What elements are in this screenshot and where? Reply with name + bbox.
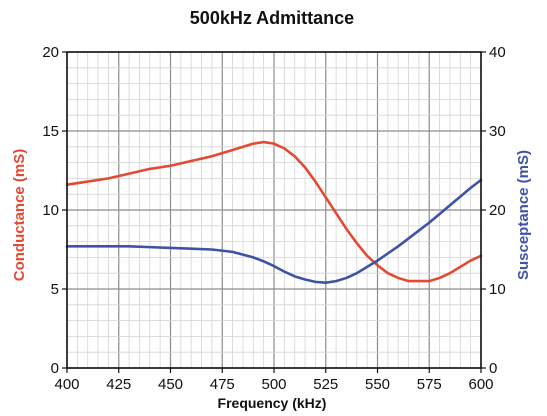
conductance-series-line [65, 140, 483, 283]
left-y-tick-label: 20 [42, 44, 59, 61]
susceptance-series-line [65, 178, 483, 284]
right-y-tick-label: 0 [489, 360, 497, 377]
x-tick-label: 600 [468, 376, 493, 393]
series-layer [65, 140, 483, 284]
x-tick-label: 475 [210, 376, 235, 393]
chart-title: 500kHz Admittance [190, 8, 354, 28]
left-y-tick-label: 5 [51, 281, 59, 298]
right-y-tick-label: 40 [489, 44, 506, 61]
left-y-axis-label: Conductance (mS) [11, 149, 28, 282]
grid [66, 51, 482, 369]
x-tick-label: 500 [261, 376, 286, 393]
x-tick-label: 400 [54, 376, 79, 393]
x-axis-label: Frequency (kHz) [218, 395, 327, 411]
right-y-tick-label: 20 [489, 202, 506, 219]
left-y-tick-label: 0 [51, 360, 59, 377]
left-y-tick-label: 10 [42, 202, 59, 219]
right-y-tick-label: 10 [489, 281, 506, 298]
x-tick-label: 450 [158, 376, 183, 393]
tick-labels: 400 425 450 475 500 525 550 575 6000510152001020… [42, 44, 505, 393]
x-tick-label: 575 [417, 376, 442, 393]
x-tick-label: 550 [365, 376, 390, 393]
x-tick-label: 525 [313, 376, 338, 393]
right-y-tick-label: 30 [489, 123, 506, 140]
x-tick-label: 425 [106, 376, 131, 393]
right-y-axis-label: Susceptance (mS) [515, 150, 532, 280]
left-y-tick-label: 15 [42, 123, 59, 140]
